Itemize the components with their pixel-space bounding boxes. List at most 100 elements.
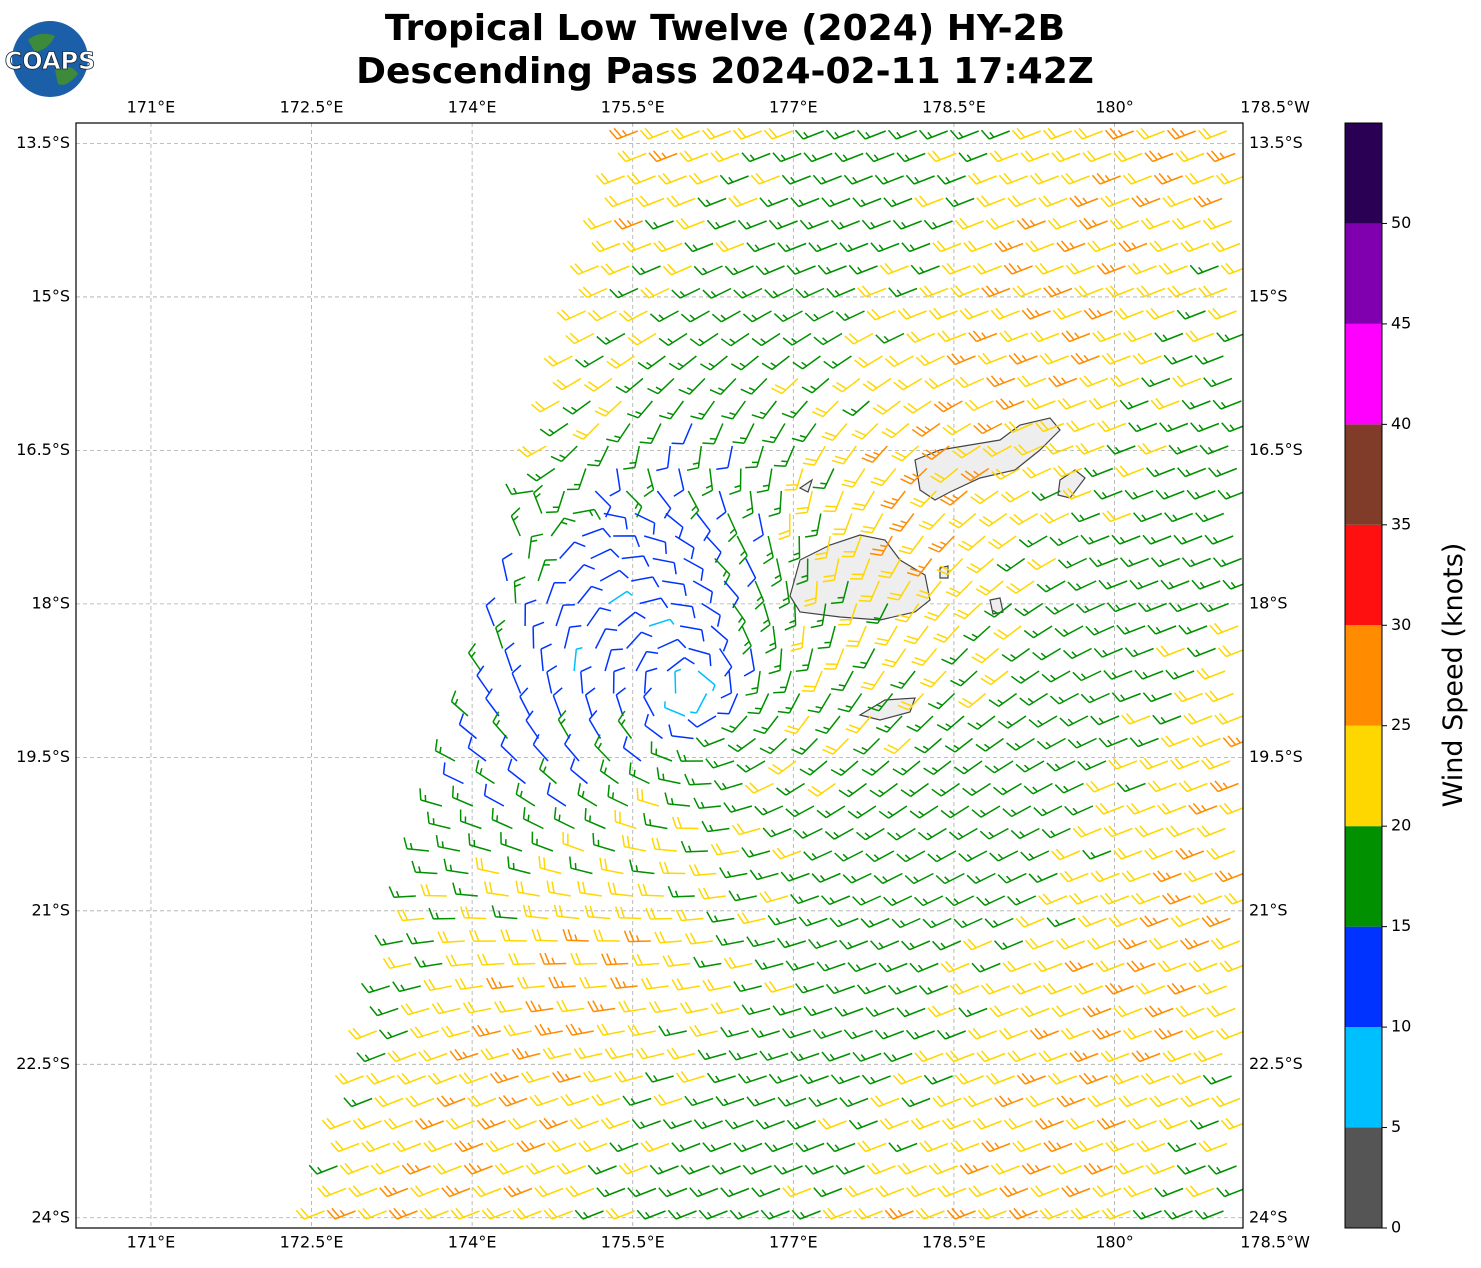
wind-barb [418,1049,448,1062]
wind-barb [1001,647,1031,662]
wind-barb [648,150,678,163]
colorbar-frame [1344,122,1383,1229]
wind-barb [1168,444,1198,455]
wind-barb [1193,892,1223,905]
wind-barb [811,872,841,883]
wind-barb [720,1187,750,1198]
wind-barb [1049,692,1079,705]
wind-barb [441,1025,470,1038]
axes: 171°E 171°E 172.5°E 172.5°E 174°E 174°E 175.5°… [16,98,1310,1252]
wind-barb [782,1185,812,1198]
wind-barb [1036,737,1066,750]
wind-barb [687,490,700,520]
wind-barb [480,1048,510,1061]
wind-barb [996,557,1026,572]
wind-barb [995,398,1025,410]
wind-barb [618,1162,648,1175]
wind-barb [1088,557,1118,568]
wind-barb [690,693,708,714]
wind-barb [1027,557,1057,571]
wind-barb [852,895,882,906]
wind-barb [812,1028,842,1040]
wind-barb [914,737,942,754]
wind-barb [1020,1005,1050,1018]
wind-barb [562,831,585,852]
wind-barb [599,759,619,785]
wind-barb [839,1097,869,1108]
wind-barb [795,983,824,994]
wind-barb [813,1187,843,1198]
wind-barb [1126,802,1156,815]
wind-barb [594,490,612,518]
y-tick-label: 15°S [1249,286,1288,305]
wind-barb [1039,352,1069,365]
wind-barb [835,310,865,322]
wind-barb [985,217,1015,230]
wind-barb [441,1185,471,1198]
wind-barb [953,760,983,775]
wind-barb [617,611,646,627]
wind-barb [817,264,847,275]
wind-barb [527,533,544,559]
wind-barb [662,954,691,967]
wind-barb [776,782,805,796]
wind-barb [941,647,969,665]
wind-barb [1049,535,1079,547]
wind-barb [352,1117,382,1130]
wind-barb [627,1187,657,1198]
wind-barb [933,400,963,413]
wind-barb [821,423,848,442]
wind-barb [1083,1162,1113,1175]
wind-barb [777,242,807,253]
wind-barb [839,939,869,950]
y-tick-label: 24°S [31,1207,70,1226]
wind-barb [843,1029,873,1040]
y-tick-label: 21°S [1249,900,1288,919]
wind-barb [1118,240,1148,253]
wind-barb [640,287,670,299]
wind-barb [812,468,835,490]
wind-barb [604,1047,634,1060]
wind-barb [830,760,859,776]
wind-barb [1131,195,1161,208]
wind-barb [467,736,487,762]
wind-barb [594,734,611,762]
wind-barb [665,512,684,539]
wind-barb [858,580,880,602]
wind-barb [1011,982,1041,995]
wind-barb [517,445,547,458]
wind-barb [573,1047,603,1060]
wind-barb [643,667,658,694]
wind-barb [963,1095,993,1108]
wind-barb [706,219,736,230]
wind-barb [688,647,712,667]
wind-barb [295,1207,325,1220]
wind-barb [1101,1207,1131,1220]
wind-barb [870,468,897,487]
wind-barb [1127,262,1157,275]
x-tick-label: 180° [1095,1233,1134,1252]
wind-barb [860,917,890,928]
wind-barb [591,1094,621,1107]
wind-barb [978,512,1008,527]
wind-barb [405,1095,435,1108]
wind-barb [529,1094,559,1107]
wind-barb [773,670,792,694]
wind-barb [1011,127,1041,140]
wind-barb [1173,1233,1201,1242]
wind-barb [1108,915,1138,928]
wind-barb [401,1162,431,1175]
x-tick-label: 178.5°W [1240,1233,1310,1252]
wind-barb [1009,512,1039,526]
wind-barb [1135,982,1165,995]
wind-barb [710,843,740,856]
wind-barb [675,909,704,922]
wind-barb [1150,397,1180,410]
wind-barb [400,1003,430,1016]
wind-barb [706,1072,736,1084]
wind-barb [869,782,898,798]
colorbar-tick-label: 5 [1391,1117,1401,1136]
wind-barb [762,423,786,444]
wind-barb [1131,892,1161,905]
wind-barb [562,400,591,415]
